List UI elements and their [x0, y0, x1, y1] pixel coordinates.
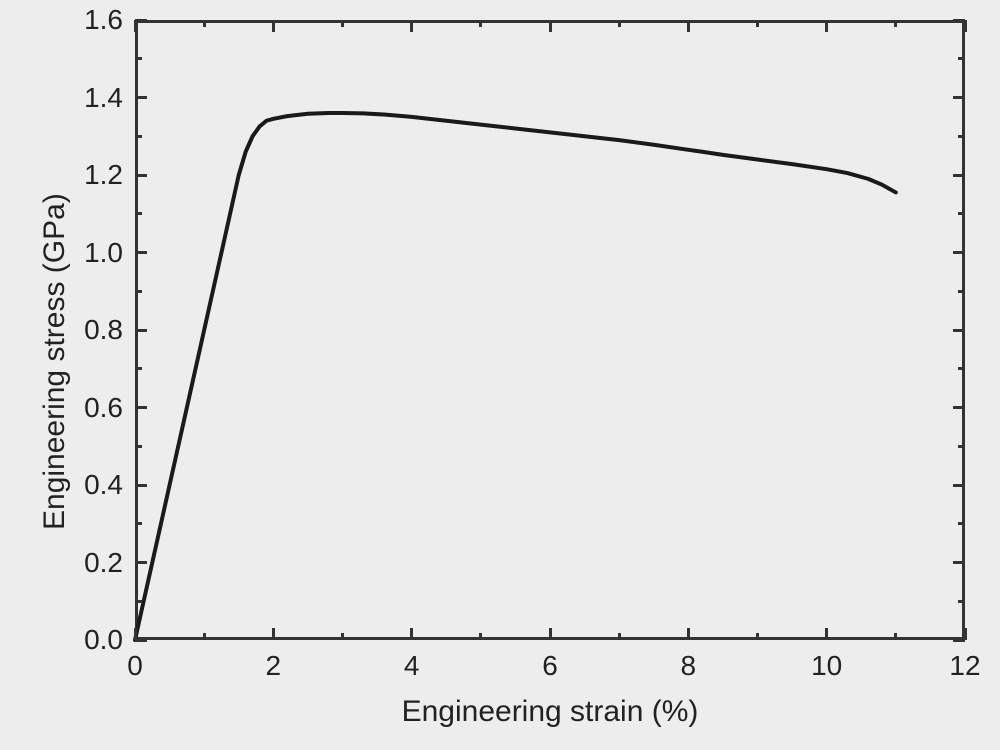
axis-tick [135, 135, 142, 138]
axis-tick [958, 445, 965, 448]
axis-tick [135, 445, 142, 448]
x-tick-label: 8 [681, 650, 697, 682]
axis-tick [618, 633, 621, 640]
axis-tick [135, 329, 147, 332]
axis-tick [135, 174, 147, 177]
x-tick-label: 4 [404, 650, 420, 682]
x-tick-label: 12 [949, 650, 980, 682]
axis-tick [410, 628, 413, 640]
axis-tick [410, 20, 413, 32]
axis-tick [135, 290, 142, 293]
axis-tick [825, 20, 828, 32]
axis-tick [958, 57, 965, 60]
axis-tick [135, 367, 142, 370]
axis-tick [135, 212, 142, 215]
axis-tick [894, 633, 897, 640]
curve-layer [0, 0, 1000, 750]
y-tick-label: 1.4 [84, 82, 123, 114]
axis-tick [756, 633, 759, 640]
axis-tick [135, 57, 142, 60]
y-tick-label: 1.0 [84, 237, 123, 269]
axis-tick [135, 484, 147, 487]
x-tick-label: 2 [266, 650, 282, 682]
axis-tick [958, 600, 965, 603]
axis-tick [687, 628, 690, 640]
axis-tick [549, 20, 552, 32]
y-tick-label: 1.6 [84, 4, 123, 36]
y-tick-label: 0.2 [84, 547, 123, 579]
axis-tick [958, 290, 965, 293]
axis-tick [894, 20, 897, 27]
y-tick-label: 0.8 [84, 314, 123, 346]
axis-tick [953, 484, 965, 487]
x-tick-label: 0 [127, 650, 143, 682]
y-tick-label: 0.0 [84, 624, 123, 656]
axis-tick [479, 633, 482, 640]
y-tick-label: 0.4 [84, 469, 123, 501]
axis-tick [203, 633, 206, 640]
axis-tick [549, 628, 552, 640]
axis-tick [341, 20, 344, 27]
x-tick-label: 6 [542, 650, 558, 682]
axis-tick [272, 20, 275, 32]
axis-tick [958, 522, 965, 525]
axis-tick [135, 561, 147, 564]
axis-tick [953, 406, 965, 409]
axis-tick [958, 212, 965, 215]
axis-tick [618, 20, 621, 27]
axis-tick [953, 174, 965, 177]
stress-strain-curve [135, 113, 896, 640]
axis-tick [135, 600, 142, 603]
y-tick-label: 0.6 [84, 392, 123, 424]
axis-tick [135, 96, 147, 99]
axis-tick [953, 96, 965, 99]
axis-tick [479, 20, 482, 27]
axis-tick [135, 19, 147, 22]
axis-tick [825, 628, 828, 640]
axis-tick [964, 20, 967, 32]
axis-tick [135, 251, 147, 254]
axis-tick [953, 19, 965, 22]
axis-tick [958, 367, 965, 370]
axis-tick [135, 639, 147, 642]
axis-tick [953, 329, 965, 332]
axis-tick [687, 20, 690, 32]
stress-strain-figure: Engineering stress (GPa) Engineering str… [0, 0, 1000, 750]
axis-tick [953, 251, 965, 254]
axis-tick [135, 522, 142, 525]
axis-tick [953, 561, 965, 564]
axis-tick [135, 406, 147, 409]
y-tick-label: 1.2 [84, 159, 123, 191]
axis-tick [134, 20, 137, 32]
axis-tick [756, 20, 759, 27]
x-tick-label: 10 [811, 650, 842, 682]
axis-tick [341, 633, 344, 640]
axis-tick [203, 20, 206, 27]
axis-tick [953, 639, 965, 642]
axis-tick [958, 135, 965, 138]
axis-tick [272, 628, 275, 640]
